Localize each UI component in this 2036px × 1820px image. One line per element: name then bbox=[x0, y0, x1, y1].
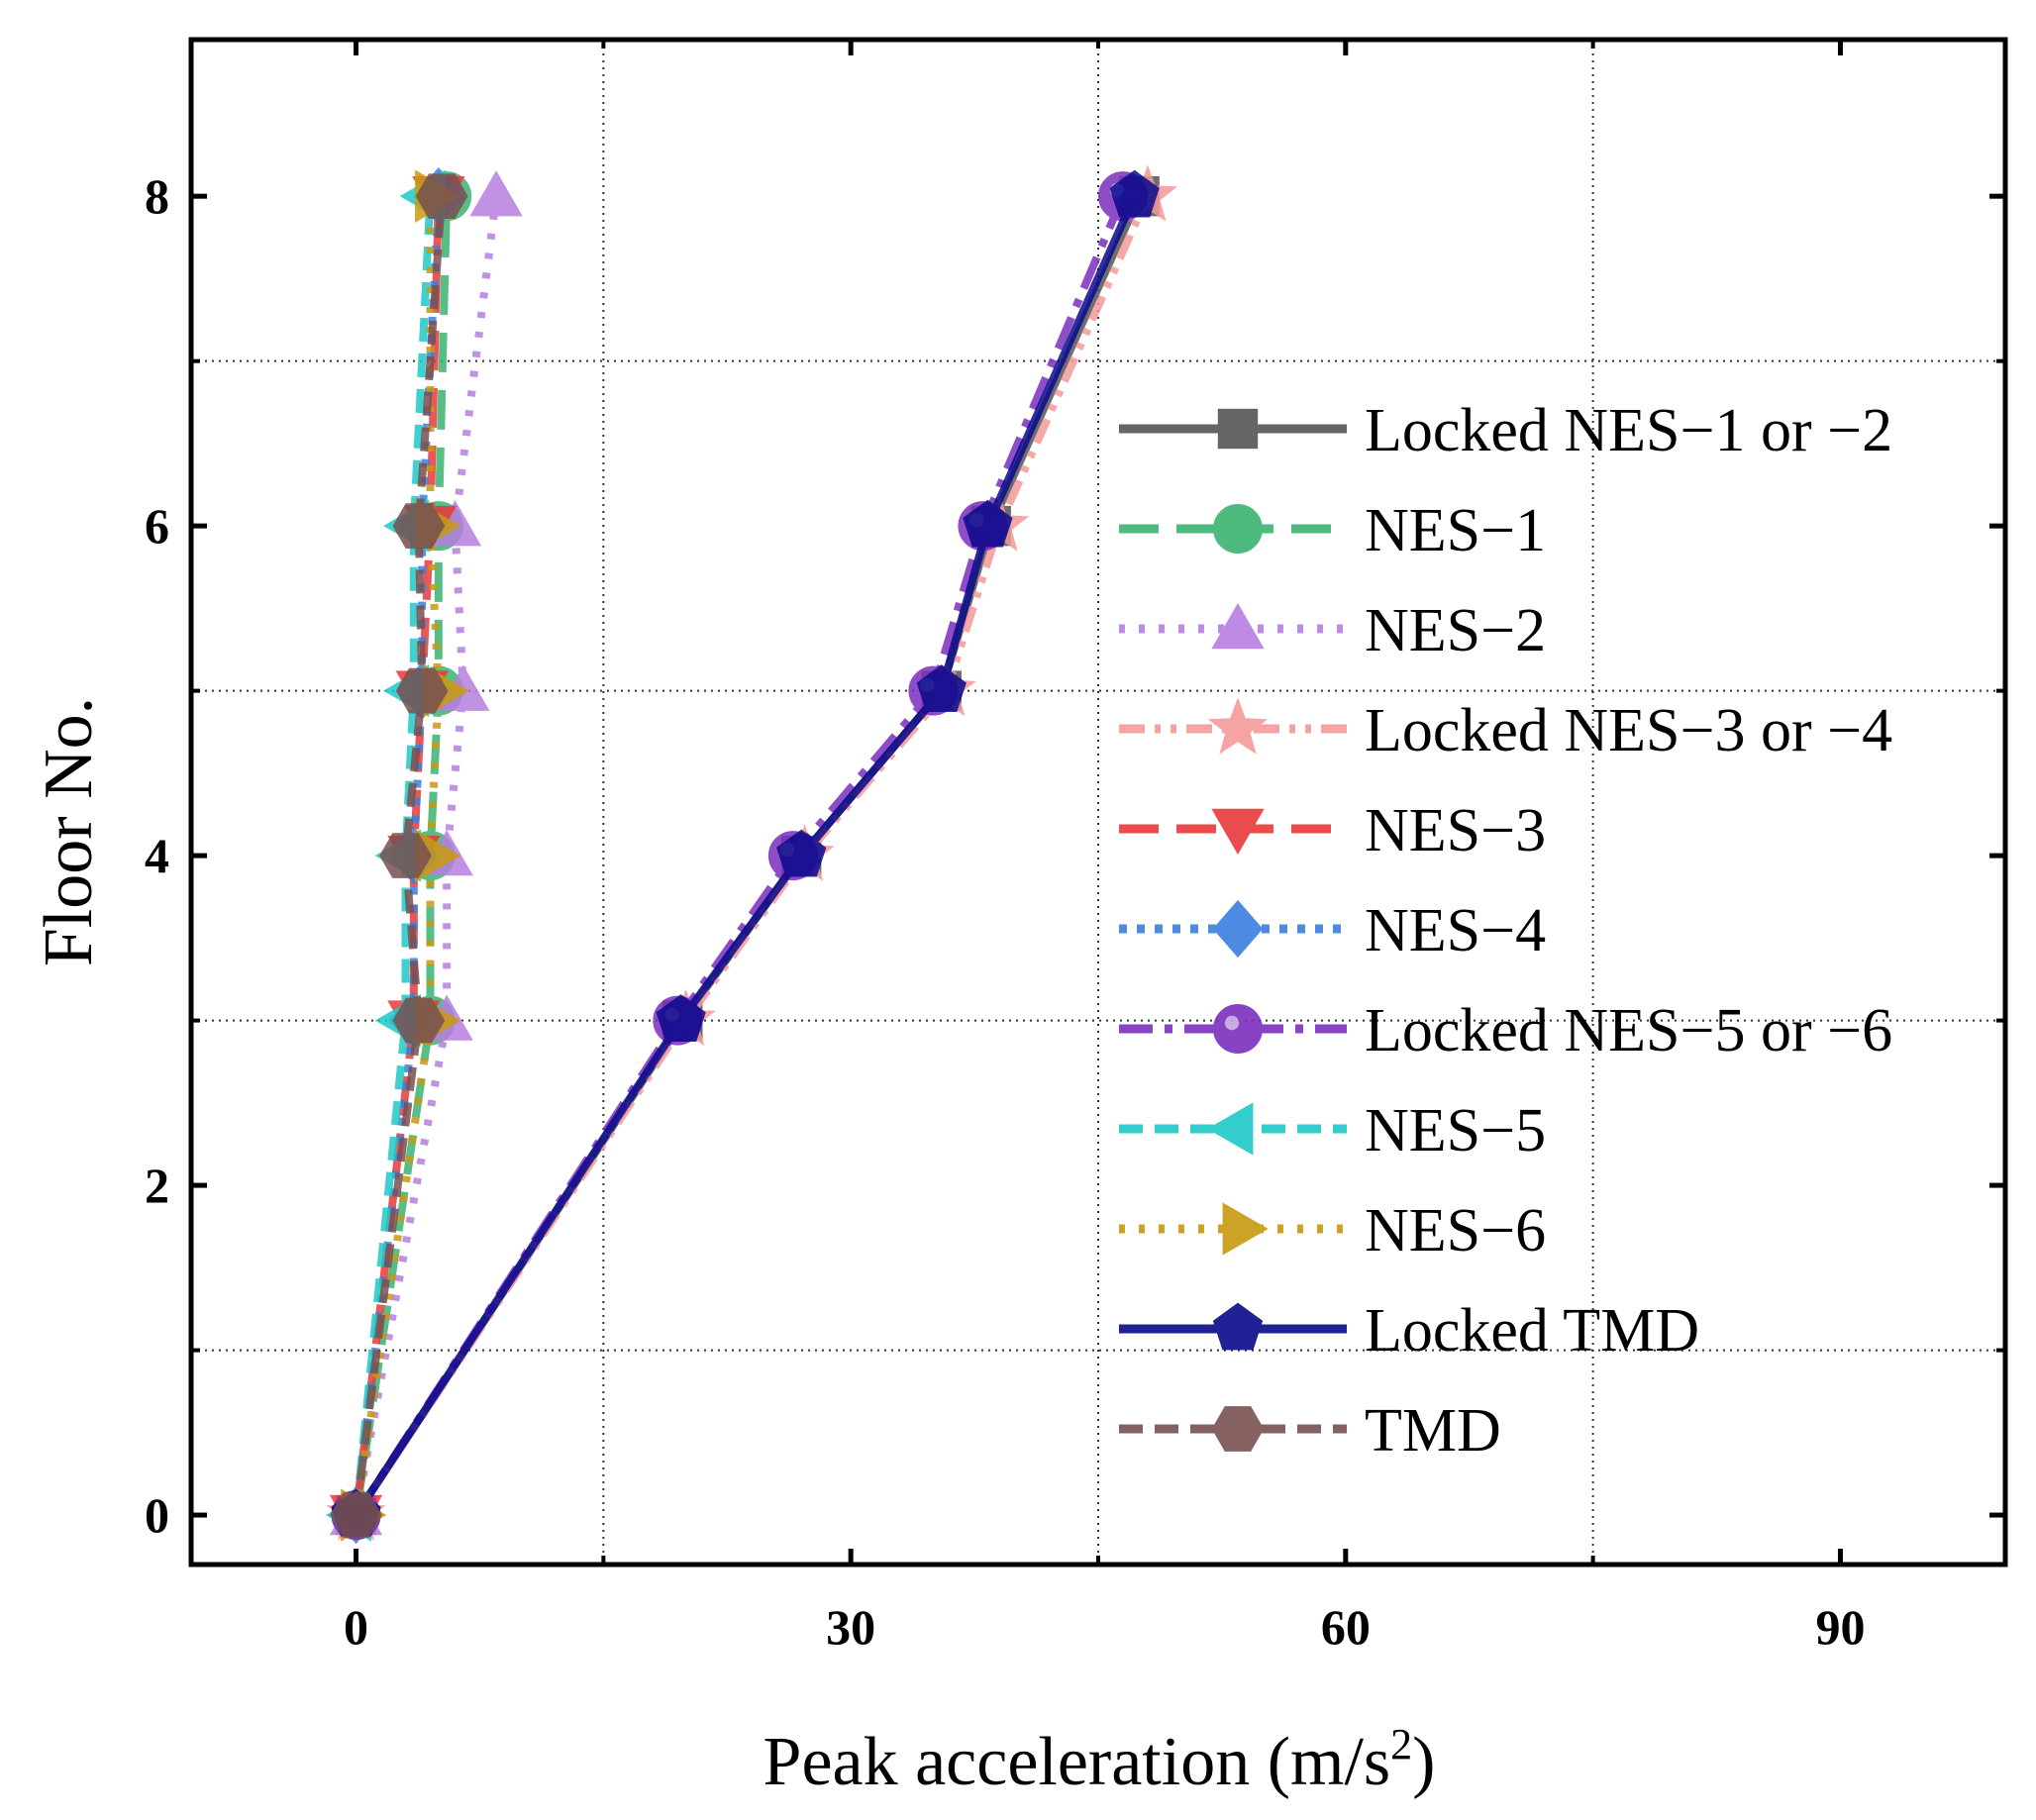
y-tick-label: 6 bbox=[145, 498, 169, 554]
legend: Locked NES−1 or −2 NES−1 NES−2 Locked NES−3… bbox=[1119, 397, 1892, 1465]
data-point bbox=[392, 503, 446, 549]
series-line bbox=[352, 195, 443, 1516]
x-tick-label: 90 bbox=[1815, 1599, 1865, 1655]
data-point bbox=[469, 170, 523, 217]
series-line bbox=[352, 196, 443, 1516]
legend-label: NES−2 bbox=[1365, 597, 1546, 664]
legend-label: Locked NES−1 or −2 bbox=[1365, 397, 1892, 464]
legend-marker bbox=[1211, 602, 1265, 650]
legend-marker bbox=[1211, 808, 1265, 856]
legend-item bbox=[1119, 808, 1347, 856]
legend-item bbox=[1119, 504, 1347, 554]
y-tick-label: 8 bbox=[145, 168, 169, 224]
legend-item bbox=[1119, 1406, 1347, 1452]
data-point bbox=[916, 664, 967, 713]
legend-marker bbox=[1212, 1302, 1264, 1351]
legend-item bbox=[1119, 1302, 1347, 1351]
series-line bbox=[353, 194, 1127, 1518]
legend-item bbox=[1119, 899, 1347, 959]
legend-item bbox=[1119, 697, 1347, 755]
data-point bbox=[379, 833, 432, 878]
legend-marker bbox=[1212, 899, 1264, 959]
series-10 bbox=[330, 173, 468, 1538]
y-tick-label: 2 bbox=[145, 1158, 169, 1213]
axes: 0 30 60 90 0 2 4 6 8 bbox=[145, 37, 2008, 1655]
legend-marker bbox=[1217, 408, 1259, 450]
legend-label: Locked NES−5 or −6 bbox=[1365, 997, 1892, 1064]
data-point bbox=[963, 499, 1013, 548]
data-point bbox=[330, 1492, 382, 1538]
grid-lines bbox=[191, 40, 2005, 1565]
y-tick-label: 4 bbox=[145, 828, 169, 883]
y-axis-title: Floor No. bbox=[31, 697, 107, 966]
data-series bbox=[325, 164, 1178, 1545]
series-line bbox=[353, 194, 1139, 1518]
legend-label: Locked TMD bbox=[1365, 1297, 1699, 1365]
x-axis-title-superscript: 2 bbox=[1390, 1720, 1412, 1769]
legend-marker bbox=[1207, 1102, 1254, 1156]
x-axis-title-main: Peak acceleration (m/s bbox=[764, 1724, 1391, 1800]
legend-item bbox=[1119, 1004, 1347, 1054]
x-tick-label: 60 bbox=[1321, 1599, 1371, 1655]
x-tick-label: 0 bbox=[344, 1599, 368, 1655]
legend-marker bbox=[1213, 504, 1263, 554]
data-point bbox=[392, 997, 446, 1044]
legend-label: NES−4 bbox=[1365, 897, 1546, 964]
legend-label: NES−6 bbox=[1365, 1197, 1546, 1264]
legend-marker-highlight bbox=[1224, 1015, 1240, 1031]
legend-label: Locked NES−3 or −4 bbox=[1365, 697, 1892, 764]
data-point bbox=[415, 173, 468, 219]
data-point bbox=[656, 994, 706, 1042]
series-line bbox=[352, 195, 501, 1516]
data-point bbox=[395, 667, 449, 714]
legend-marker bbox=[1211, 1406, 1265, 1452]
data-point bbox=[1109, 169, 1160, 218]
legend-marker bbox=[1222, 1202, 1269, 1256]
x-axis-title-close: ) bbox=[1412, 1724, 1435, 1800]
legend-label: NES−5 bbox=[1365, 1097, 1546, 1164]
x-axis-title: Peak acceleration (m/s2) bbox=[764, 1720, 1436, 1800]
series-line bbox=[352, 195, 435, 1516]
legend-marker bbox=[1213, 1004, 1263, 1054]
legend-label: NES−1 bbox=[1365, 497, 1546, 564]
legend-marker bbox=[1207, 697, 1269, 755]
legend-label: NES−3 bbox=[1365, 797, 1546, 864]
y-tick-label: 0 bbox=[145, 1487, 169, 1543]
legend-item bbox=[1119, 1102, 1347, 1156]
legend-item bbox=[1119, 408, 1347, 450]
legend-item bbox=[1119, 602, 1347, 650]
data-point bbox=[776, 829, 827, 877]
legend-item bbox=[1119, 1202, 1347, 1256]
legend-label: TMD bbox=[1365, 1397, 1501, 1465]
x-tick-label: 30 bbox=[826, 1599, 875, 1655]
series-line bbox=[352, 195, 447, 1516]
